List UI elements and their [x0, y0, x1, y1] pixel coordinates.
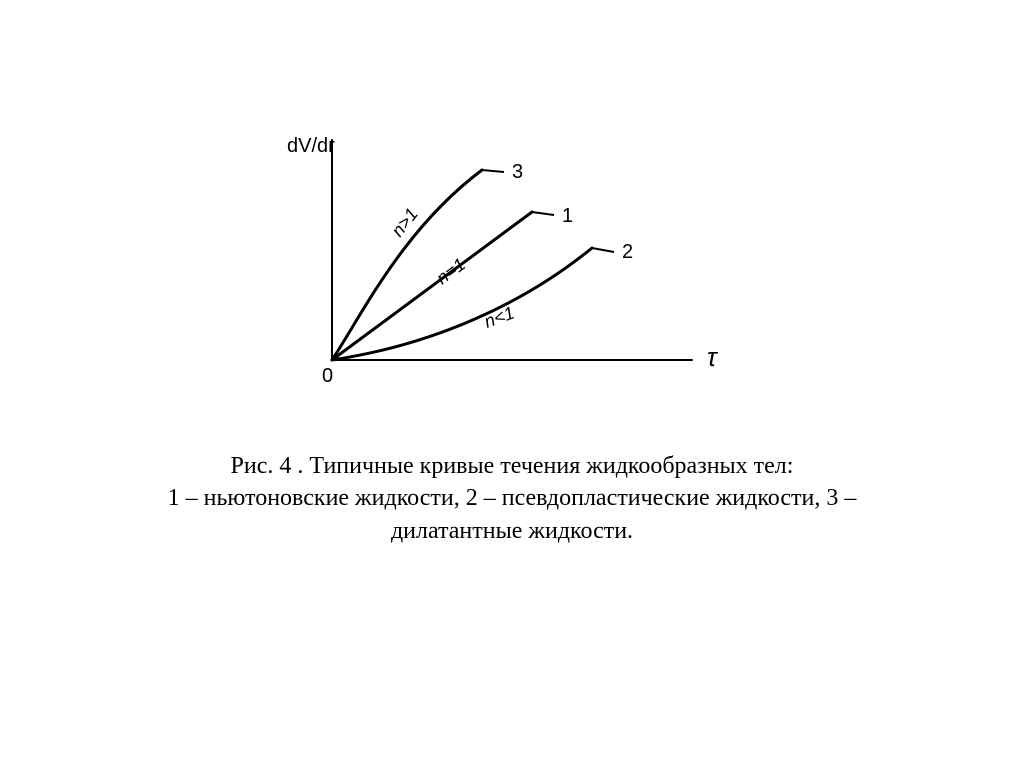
chart-svg: dV/drτ03n>11n=12n<1	[272, 130, 752, 420]
caption-line-3: дилатантные жидкости.	[0, 515, 1024, 547]
flow-curves-chart: dV/drτ03n>11n=12n<1	[272, 130, 752, 420]
svg-text:dV/dr: dV/dr	[287, 135, 335, 157]
caption-line-1: Рис. 4 . Типичные кривые течения жидкооб…	[0, 450, 1024, 482]
svg-text:2: 2	[622, 241, 633, 263]
page: dV/drτ03n>11n=12n<1 Рис. 4 . Типичные кр…	[0, 0, 1024, 768]
svg-text:3: 3	[512, 161, 523, 183]
caption-line-2: 1 – ньютоновские жидкости, 2 – псевдопла…	[0, 482, 1024, 514]
svg-text:1: 1	[562, 205, 573, 227]
figure-caption: Рис. 4 . Типичные кривые течения жидкооб…	[0, 450, 1024, 547]
svg-text:0: 0	[322, 365, 333, 387]
